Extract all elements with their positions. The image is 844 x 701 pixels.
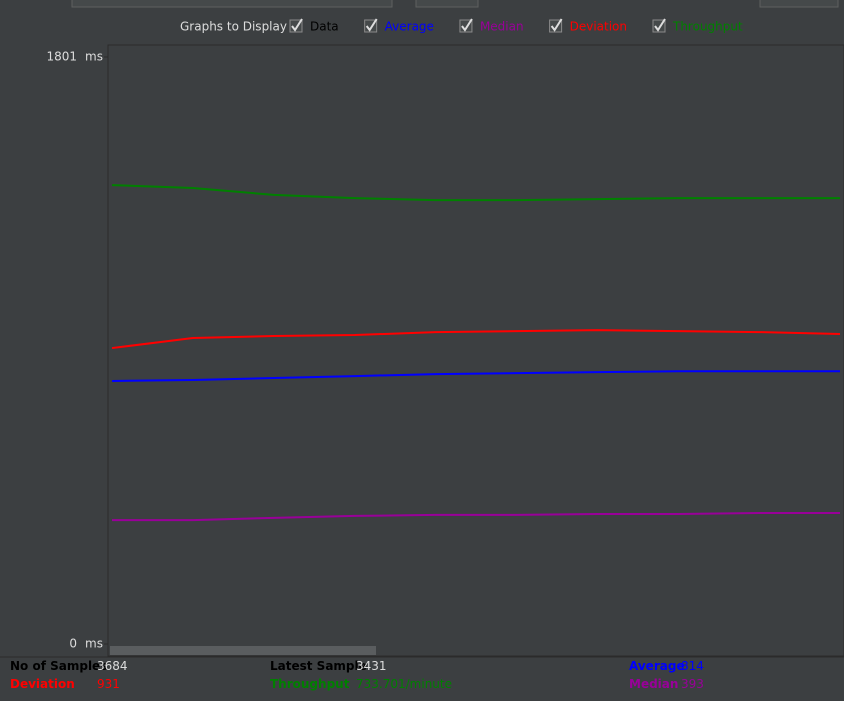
text-field[interactable] [71, 0, 393, 8]
stat-value: 3684 [97, 659, 128, 673]
y-tick-label: 1801 [46, 50, 77, 64]
checkbox-label: Data [310, 20, 339, 34]
series-line [111, 370, 840, 382]
toolbar-title: Graphs to Display [180, 20, 287, 34]
stat-label: Throughput [270, 677, 350, 691]
stat-label: Median [629, 677, 679, 691]
stat-label: Latest Sample [270, 659, 367, 673]
check-mark [654, 18, 666, 32]
checkbox-label: Average [385, 20, 434, 34]
check-mark [291, 18, 303, 32]
button[interactable] [759, 0, 839, 8]
y-tick-unit: ms [85, 50, 103, 64]
stat-label: Deviation [10, 677, 75, 691]
check-mark [550, 18, 563, 32]
series-line [111, 329, 841, 350]
stat-value: 3431 [356, 659, 387, 673]
stat-label: No of Samples [10, 659, 108, 673]
stat-value: 733.701/minute [356, 677, 452, 691]
check-mark [365, 18, 378, 32]
plot-area [107, 44, 844, 657]
stat-value: 931 [97, 677, 120, 691]
checkbox-label: Deviation [570, 20, 627, 34]
check-mark [461, 18, 473, 32]
checkbox-label: Throughput [672, 20, 743, 34]
stat-value: 393 [681, 677, 704, 691]
checkbox-label: Median [480, 20, 524, 34]
text-field[interactable] [415, 0, 479, 8]
stat-value: 814 [681, 659, 704, 673]
y-tick-label: 0 [69, 637, 77, 651]
y-tick-unit: ms [85, 637, 103, 651]
scrollbar[interactable] [110, 646, 376, 655]
series-line [112, 511, 840, 522]
series-line [111, 184, 840, 202]
stat-label: Average [629, 659, 685, 673]
